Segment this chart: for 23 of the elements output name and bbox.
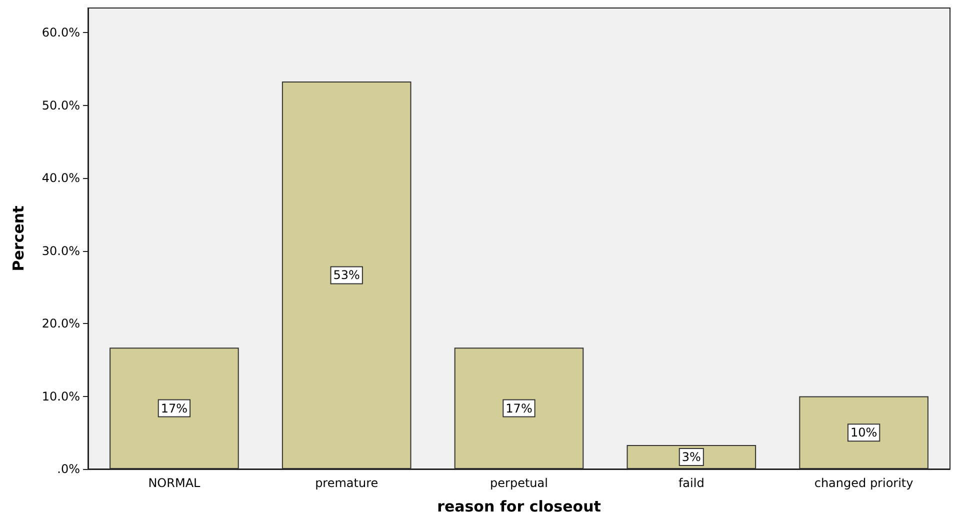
data-label: 53% [333,268,360,282]
y-tick-label: .0% [57,462,80,476]
bar [454,348,584,469]
bar [799,396,928,469]
y-tick-label: 40.0% [42,171,80,186]
x-axis-title: reason for closeout [437,498,601,516]
x-tick-label: faild [678,476,704,490]
y-tick-label: 50.0% [42,98,80,112]
data-label: 10% [850,426,878,440]
data-label: 3% [682,450,701,464]
x-tick-label: NORMAL [148,476,201,490]
y-tick-label: 30.0% [42,244,80,258]
y-axis-title: Percent [10,206,28,272]
bar [110,348,239,469]
x-tick-label: premature [315,476,378,490]
data-label: 17% [506,401,532,416]
data-label: 17% [160,401,188,416]
y-tick-label: 60.0% [42,26,80,40]
bar [282,81,412,469]
y-tick-label: 10.0% [42,389,80,404]
y-tick-label: 20.0% [42,316,80,331]
x-tick-label: changed priority [814,476,914,490]
x-tick-label: perpetual [490,476,548,490]
